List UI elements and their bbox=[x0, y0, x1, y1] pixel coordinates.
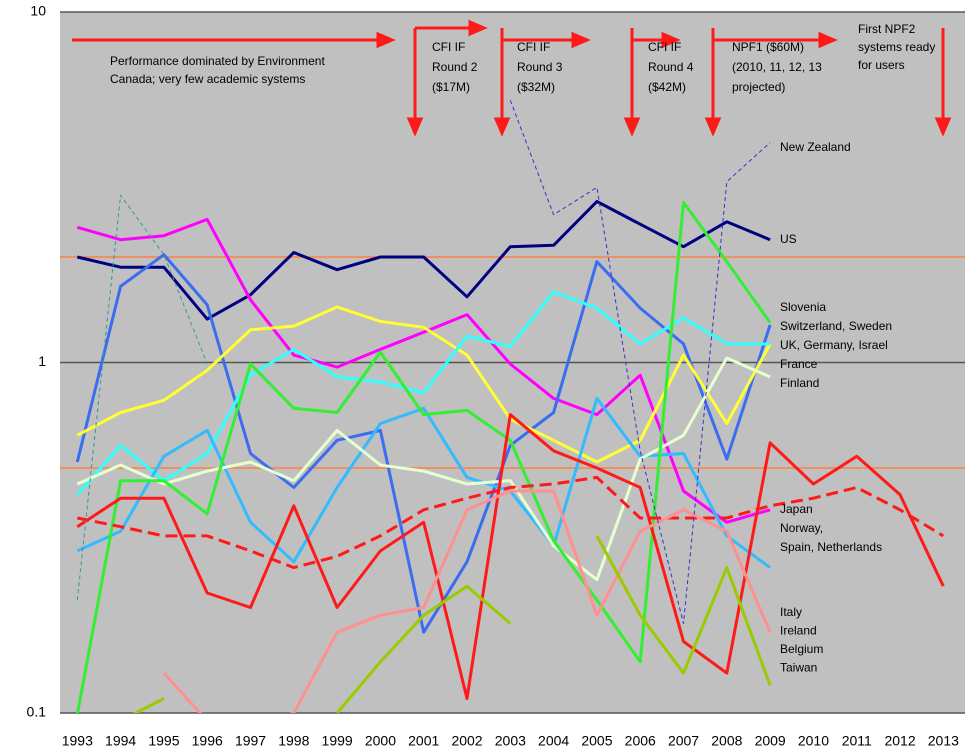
annotation: France bbox=[780, 357, 818, 371]
annotation: Italy bbox=[780, 605, 802, 619]
series-line bbox=[76, 356, 771, 582]
annotation: New Zealand bbox=[780, 140, 851, 154]
annotation: First NPF2 bbox=[858, 22, 916, 36]
x-tick-label: 2001 bbox=[408, 733, 439, 749]
x-tick-label: 2007 bbox=[668, 733, 699, 749]
annotation: ($32M) bbox=[517, 80, 555, 94]
x-tick-label: 1998 bbox=[278, 733, 309, 749]
x-tick-label: 2003 bbox=[495, 733, 526, 749]
annotation: Belgium bbox=[780, 642, 823, 656]
x-tick-label: 2000 bbox=[365, 733, 396, 749]
annotation: for users bbox=[858, 58, 905, 72]
annotation: CFI IF bbox=[432, 40, 465, 54]
arrows bbox=[72, 19, 952, 137]
series-line bbox=[162, 489, 772, 713]
annotation: Taiwan bbox=[780, 661, 817, 675]
annotation: Norway, bbox=[780, 521, 823, 535]
annotation: ($42M) bbox=[648, 80, 686, 94]
annotation: Japan bbox=[780, 502, 813, 516]
x-tick-label: 2005 bbox=[581, 733, 612, 749]
grid bbox=[60, 11, 965, 714]
annotation: NPF1 ($60M) bbox=[732, 40, 804, 54]
series-line bbox=[132, 535, 772, 713]
x-tick-label: 1996 bbox=[192, 733, 223, 749]
annotation: Round 4 bbox=[648, 60, 694, 74]
labels: 0.1 1 10 1993 1994 1995 1996 1997 1998 1999 2000 20… bbox=[27, 3, 960, 749]
y-tick-label: 1 bbox=[38, 353, 46, 369]
x-tick-label: 2013 bbox=[928, 733, 959, 749]
x-tick-label: 1993 bbox=[62, 733, 93, 749]
x-tick-label: 1999 bbox=[322, 733, 353, 749]
annotation: Ireland bbox=[780, 624, 817, 638]
annotation: systems ready bbox=[858, 40, 935, 54]
series-line bbox=[76, 200, 771, 321]
series-line bbox=[76, 413, 945, 700]
annotation: Spain, Netherlands bbox=[780, 540, 882, 554]
annotation: Switzerland, Sweden bbox=[780, 319, 892, 333]
annotation: CFI IF bbox=[517, 40, 550, 54]
annotation: (2010, 11, 12, 13 bbox=[732, 60, 822, 74]
series-line bbox=[76, 396, 771, 569]
series-line bbox=[76, 290, 771, 496]
x-tick-label: 2002 bbox=[451, 733, 482, 749]
annotation: Round 2 bbox=[432, 60, 478, 74]
annotation: Canada; very few academic systems bbox=[110, 72, 305, 86]
annotation: Performance dominated by Environment bbox=[110, 54, 325, 68]
series-line bbox=[75, 253, 772, 634]
y-tick-label: 10 bbox=[30, 3, 46, 19]
x-tick-label: 1994 bbox=[105, 733, 136, 749]
annotation: projected) bbox=[732, 80, 785, 94]
annotation: UK, Germany, Israel bbox=[780, 338, 888, 352]
annotation: US bbox=[780, 232, 797, 246]
annotation: CFI IF bbox=[648, 40, 681, 54]
x-tick-label: 2009 bbox=[755, 733, 786, 749]
x-tick-label: 1995 bbox=[148, 733, 179, 749]
series-line bbox=[509, 100, 771, 624]
series-line bbox=[76, 194, 208, 601]
x-tick-label: 2006 bbox=[625, 733, 656, 749]
x-tick-label: 2004 bbox=[538, 733, 569, 749]
series-line bbox=[76, 305, 772, 464]
series-line bbox=[77, 475, 945, 570]
x-tick-label: 2010 bbox=[798, 733, 829, 749]
x-tick-label: 2011 bbox=[842, 733, 872, 749]
x-tick-label: 2008 bbox=[711, 733, 742, 749]
lines bbox=[75, 100, 945, 713]
annotation: Finland bbox=[780, 376, 819, 390]
annotation: ($17M) bbox=[432, 80, 470, 94]
annotation: Slovenia bbox=[780, 300, 826, 314]
x-tick-label: 2012 bbox=[884, 733, 915, 749]
x-tick-label: 1997 bbox=[235, 733, 266, 749]
annotation: Round 3 bbox=[517, 60, 563, 74]
y-tick-label: 0.1 bbox=[27, 704, 47, 720]
